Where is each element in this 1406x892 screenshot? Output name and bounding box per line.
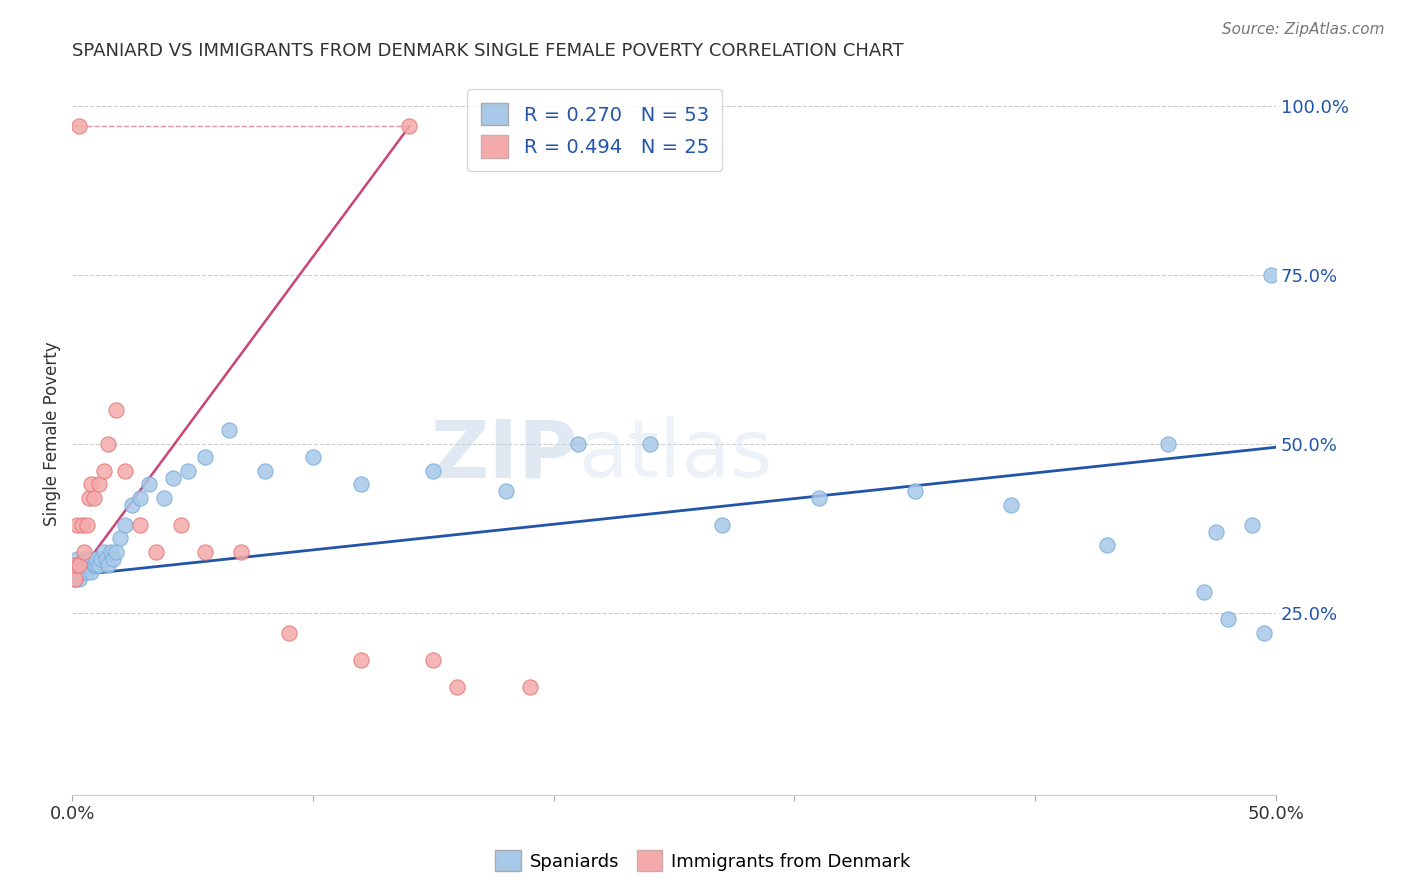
Point [1156, 437, 1178, 451]
Point [422, 653, 444, 667]
Point [76, 565, 98, 579]
Text: ZIP: ZIP [430, 417, 578, 494]
Point [66, 551, 89, 566]
Point [350, 653, 373, 667]
Point [495, 484, 517, 499]
Point [104, 403, 127, 417]
Point [398, 120, 420, 134]
Point [177, 464, 200, 478]
Point [69, 558, 91, 573]
Point [807, 491, 830, 505]
Legend: Spaniards, Immigrants from Denmark: Spaniards, Immigrants from Denmark [488, 843, 918, 879]
Point [1216, 612, 1239, 626]
Point [1205, 524, 1227, 539]
Point [94, 551, 117, 566]
Point [422, 464, 444, 478]
Point [218, 423, 240, 437]
Point [1260, 268, 1282, 282]
Point [87, 558, 110, 573]
Point [70, 565, 93, 579]
Point [77, 551, 100, 566]
Point [84, 558, 107, 573]
Point [76, 517, 98, 532]
Point [711, 517, 734, 532]
Legend: R = 0.270   N = 53, R = 0.494   N = 25: R = 0.270 N = 53, R = 0.494 N = 25 [467, 89, 723, 171]
Point [63, 572, 86, 586]
Point [70, 517, 93, 532]
Point [104, 545, 127, 559]
Point [1253, 626, 1275, 640]
Point [83, 491, 105, 505]
Point [63, 572, 86, 586]
Point [128, 491, 150, 505]
Point [110, 532, 132, 546]
Point [1097, 538, 1119, 552]
Point [114, 517, 136, 532]
Point [77, 558, 100, 573]
Point [567, 437, 589, 451]
Text: SPANIARD VS IMMIGRANTS FROM DENMARK SINGLE FEMALE POVERTY CORRELATION CHART: SPANIARD VS IMMIGRANTS FROM DENMARK SING… [72, 42, 904, 60]
Point [1240, 517, 1263, 532]
Y-axis label: Single Female Poverty: Single Female Poverty [44, 342, 60, 526]
Point [138, 477, 160, 491]
Point [66, 565, 89, 579]
Point [350, 477, 373, 491]
Point [152, 491, 174, 505]
Point [66, 517, 89, 532]
Point [194, 450, 217, 465]
Point [69, 120, 91, 134]
Point [73, 551, 96, 566]
Point [93, 545, 115, 559]
Point [169, 517, 191, 532]
Text: atlas: atlas [578, 417, 772, 494]
Point [229, 545, 252, 559]
Point [97, 558, 120, 573]
Point [277, 626, 299, 640]
Point [114, 464, 136, 478]
Point [80, 477, 103, 491]
Point [162, 470, 184, 484]
Point [97, 437, 120, 451]
Point [194, 545, 217, 559]
Point [638, 437, 661, 451]
Point [302, 450, 325, 465]
Point [904, 484, 927, 499]
Point [519, 680, 541, 694]
Point [80, 565, 103, 579]
Point [76, 558, 98, 573]
Point [69, 558, 91, 573]
Point [446, 680, 468, 694]
Point [93, 464, 115, 478]
Point [83, 558, 105, 573]
Point [100, 545, 122, 559]
Point [90, 551, 112, 566]
Point [73, 545, 96, 559]
Point [77, 491, 100, 505]
Text: Source: ZipAtlas.com: Source: ZipAtlas.com [1222, 22, 1385, 37]
Point [128, 517, 150, 532]
Point [73, 558, 96, 573]
Point [63, 558, 86, 573]
Point [145, 545, 167, 559]
Point [87, 477, 110, 491]
Point [1192, 585, 1215, 599]
Point [253, 464, 276, 478]
Point [84, 551, 107, 566]
Point [1000, 498, 1022, 512]
Point [101, 551, 124, 566]
Point [69, 572, 91, 586]
Point [121, 498, 143, 512]
